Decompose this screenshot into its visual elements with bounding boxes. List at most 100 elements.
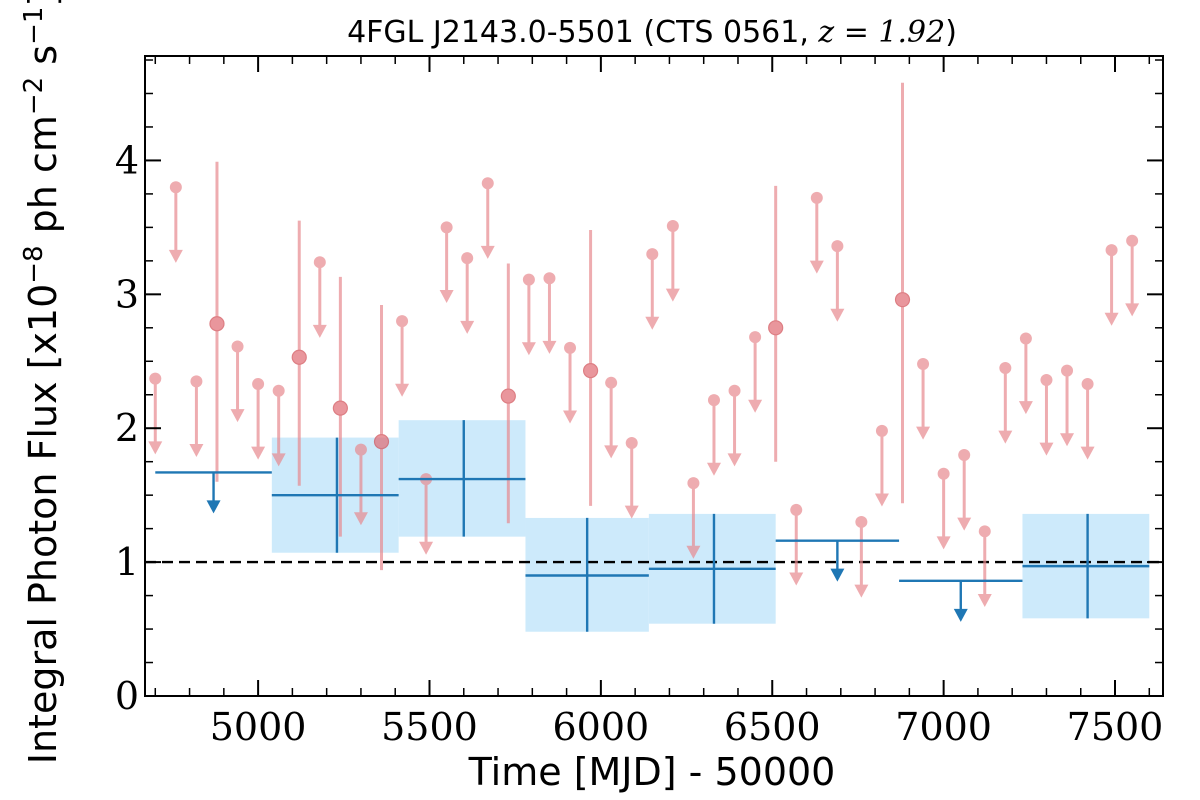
fine-upper-limit-arrow <box>1060 433 1075 447</box>
fine-bin-point <box>395 315 410 397</box>
fine-upper-limit-arrow <box>604 445 619 459</box>
y-tick-label: 0 <box>115 674 139 718</box>
fine-bin-point <box>809 191 824 274</box>
fine-bin-point <box>460 252 475 334</box>
fine-bin-point <box>291 220 307 486</box>
fine-upper-limit-arrow <box>665 288 680 302</box>
fine-upper-limit-arrow <box>148 441 163 455</box>
fine-bin-point <box>148 372 163 455</box>
fine-upper-limit-marker <box>190 375 203 388</box>
fine-upper-limit-marker <box>149 372 162 385</box>
fine-upper-limit-arrow <box>645 316 660 330</box>
fine-upper-limit-marker <box>605 376 618 389</box>
fine-upper-limit-marker <box>1081 378 1094 391</box>
fine-upper-limit-arrow <box>1018 401 1033 415</box>
fine-upper-limit-marker <box>707 394 720 407</box>
fine-upper-limit-marker <box>564 341 577 354</box>
fine-upper-limit-arrow <box>748 399 763 413</box>
fine-bin-point <box>209 161 225 482</box>
y-tick-label: 1 <box>115 540 139 584</box>
fine-upper-limit-arrow <box>542 340 557 354</box>
fine-upper-limit-marker <box>831 240 844 253</box>
fine-upper-limit-arrow <box>230 409 245 423</box>
fine-upper-limit-marker <box>666 220 679 233</box>
coarse-bin-point <box>775 539 900 582</box>
x-axis-label: Time [MJD] - 50000 <box>468 750 836 794</box>
x-tick-label: 7500 <box>1067 705 1164 749</box>
fine-upper-limit-arrow <box>916 426 931 440</box>
fine-bin-point <box>727 384 742 467</box>
fine-upper-limit-arrow <box>251 446 266 460</box>
fine-bin-point <box>271 384 286 467</box>
fine-upper-limit-arrow <box>624 505 639 519</box>
fine-upper-limit-arrow <box>521 342 536 356</box>
fine-upper-limit-arrow <box>353 512 368 526</box>
fine-upper-limit-marker <box>354 443 367 456</box>
fine-upper-limit-marker <box>313 256 326 269</box>
fine-bin-point <box>439 221 454 304</box>
fine-bin-point <box>373 305 390 571</box>
fine-bin-point <box>854 515 869 598</box>
fine-upper-limit-arrow <box>957 517 972 531</box>
fine-bin-point <box>916 357 931 440</box>
coarse-bin-point <box>525 517 649 632</box>
fine-upper-limit-arrow <box>706 462 721 476</box>
fine-upper-limit-arrow <box>830 308 845 322</box>
coarse-upper-limit-arrow <box>830 568 845 582</box>
fine-upper-limit-arrow <box>419 541 434 555</box>
fine-upper-limit-marker <box>790 503 803 516</box>
fine-upper-limit-marker <box>855 515 868 528</box>
fine-bin-point <box>521 273 536 356</box>
fine-upper-limit-arrow <box>189 443 204 457</box>
fine-bin-point <box>332 276 348 537</box>
fine-upper-limit-marker <box>461 252 474 265</box>
fine-detection-marker <box>500 388 516 404</box>
fine-detection-marker <box>582 363 599 379</box>
fine-upper-limit-marker <box>937 467 950 480</box>
fine-upper-limit-marker <box>810 191 823 204</box>
fine-upper-limit-arrow <box>271 453 286 467</box>
fine-upper-limit-marker <box>1126 234 1139 247</box>
fine-upper-limit-arrow <box>874 493 889 507</box>
fine-bin-point <box>1060 364 1075 447</box>
fine-bin-point <box>189 375 204 457</box>
fine-bin-point <box>894 82 911 504</box>
fine-upper-limit-marker <box>231 340 244 353</box>
fine-upper-limit-marker <box>1019 332 1032 345</box>
fine-bin-point <box>542 272 557 354</box>
y-axis-label: Integral Photon Flux [x10−8 ph cm−2 s−1] <box>19 0 65 764</box>
fine-detection-marker <box>332 400 348 416</box>
fine-upper-limit-marker <box>169 181 182 194</box>
fine-upper-limit-arrow <box>936 536 951 550</box>
x-tick-label: 6000 <box>553 705 650 749</box>
fine-detection-marker <box>373 434 390 450</box>
fine-bin-point <box>624 436 639 519</box>
fine-detection-marker <box>291 349 307 365</box>
fine-bin-point <box>1080 378 1095 460</box>
fine-upper-limit-arrow <box>998 430 1013 444</box>
fine-bin-point <box>168 181 183 263</box>
fine-upper-limit-arrow <box>312 324 327 338</box>
fine-bin-point <box>706 394 721 476</box>
fine-upper-limit-marker <box>481 177 494 190</box>
y-tick-label: 3 <box>115 272 139 316</box>
fine-upper-limit-marker <box>749 331 762 344</box>
fine-bin-point <box>957 448 972 531</box>
x-tick-label: 7000 <box>895 705 992 749</box>
fine-bin-point <box>230 340 245 423</box>
fine-bin-point <box>686 477 701 559</box>
fine-bin-point <box>604 376 619 459</box>
fine-upper-limit-marker <box>252 378 265 391</box>
fine-bin-point <box>1104 244 1119 326</box>
fine-upper-limit-arrow <box>480 245 495 259</box>
fine-bin-point <box>353 443 368 526</box>
fine-upper-limit-marker <box>625 436 638 449</box>
fine-upper-limit-marker <box>978 525 991 538</box>
chart-title: 4FGL J2143.0-5501 (CTS 0561, z = 1.92) <box>347 15 957 50</box>
fine-upper-limit-marker <box>272 384 285 397</box>
fine-upper-limit-marker <box>917 357 930 370</box>
fine-bin-point <box>977 525 992 607</box>
fine-bin-point <box>1125 234 1140 317</box>
fine-upper-limit-arrow <box>460 320 475 334</box>
